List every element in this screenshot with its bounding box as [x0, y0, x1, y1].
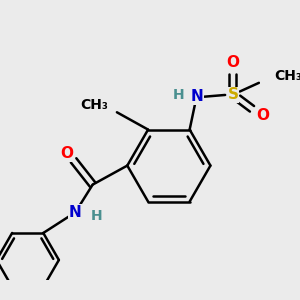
Text: N: N — [190, 89, 203, 104]
Text: CH₃: CH₃ — [274, 69, 300, 83]
Text: N: N — [69, 205, 82, 220]
Text: O: O — [226, 55, 239, 70]
Text: CH₃: CH₃ — [80, 98, 108, 112]
Text: O: O — [256, 108, 269, 123]
Text: O: O — [60, 146, 73, 161]
Text: H: H — [173, 88, 184, 102]
Text: S: S — [227, 88, 239, 103]
Text: H: H — [91, 209, 103, 223]
